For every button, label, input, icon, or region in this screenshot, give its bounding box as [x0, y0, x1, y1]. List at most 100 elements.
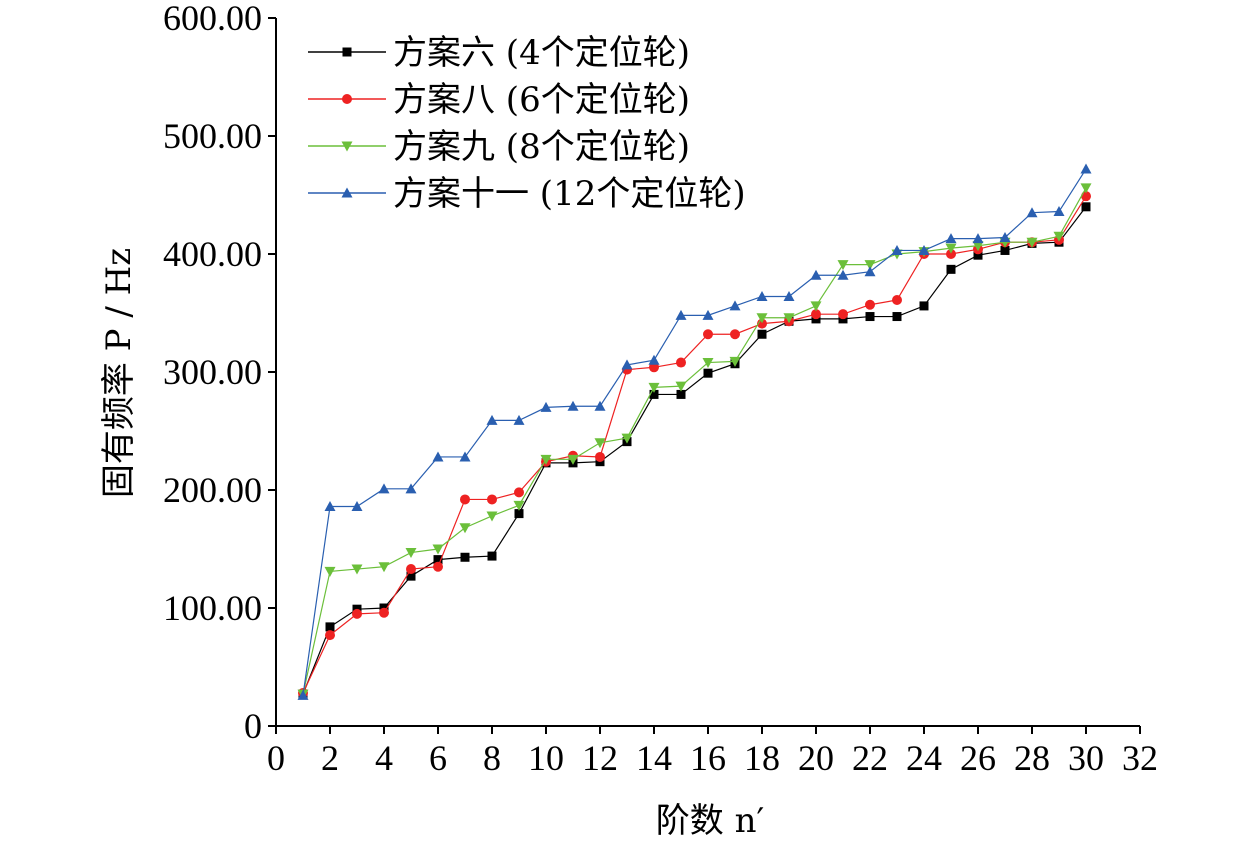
legend-label: 方案十一 (12个定位轮) — [393, 174, 746, 214]
data-point — [324, 566, 336, 577]
data-point — [594, 438, 606, 449]
data-point — [595, 451, 605, 462]
legend: 方案六 (4个定位轮) 方案八 (6个定位轮) 方案九 (8个定位轮) 方案十一 (1… — [308, 33, 746, 214]
data-point — [1053, 206, 1065, 217]
data-point — [621, 359, 633, 370]
data-point — [1080, 183, 1092, 194]
data-point — [703, 329, 713, 340]
x-tick-label: 12 — [582, 738, 618, 778]
data-point — [567, 400, 579, 411]
series-line — [302, 168, 1087, 696]
data-point — [433, 555, 443, 565]
data-point — [460, 494, 470, 505]
data-point — [406, 564, 416, 575]
x-tick-label: 30 — [1068, 738, 1104, 778]
data-point — [459, 451, 471, 462]
x-tick-label: 18 — [744, 738, 780, 778]
y-tick-label: 200.00 — [163, 470, 262, 510]
data-point — [919, 301, 929, 311]
data-point — [972, 233, 984, 244]
data-point — [756, 313, 768, 324]
data-point — [649, 389, 659, 399]
data-point — [729, 300, 741, 311]
legend-item-1: 方案六 (4个定位轮) — [308, 33, 690, 73]
data-point — [379, 607, 389, 618]
series-4 — [297, 163, 1092, 700]
data-point — [756, 290, 768, 301]
legend-marker — [342, 47, 352, 57]
data-point — [999, 231, 1011, 242]
data-point — [514, 509, 524, 519]
data-point — [675, 381, 687, 392]
legend-label: 方案八 (6个定位轮) — [393, 80, 690, 120]
data-point — [702, 309, 714, 320]
data-point — [783, 290, 795, 301]
y-tick-label: 500.00 — [163, 116, 262, 156]
y-tick-label: 600.00 — [163, 0, 262, 38]
data-point — [837, 269, 849, 280]
data-point — [648, 354, 660, 365]
data-point — [757, 329, 767, 339]
data-point — [486, 511, 498, 522]
data-point — [459, 523, 471, 534]
y-tick-label: 0 — [244, 706, 262, 746]
data-point — [297, 689, 309, 700]
data-point — [540, 454, 552, 465]
x-tick-label: 20 — [798, 738, 834, 778]
series-line — [302, 206, 1087, 695]
data-point — [972, 241, 984, 252]
legend-label: 方案六 (4个定位轮) — [393, 33, 690, 73]
data-point — [864, 260, 876, 271]
legend-marker — [341, 141, 353, 152]
data-point — [864, 266, 876, 277]
series-2 — [298, 191, 1091, 698]
data-point — [918, 244, 930, 255]
plot-area — [297, 163, 1092, 700]
data-point — [703, 368, 713, 378]
y-tick-label: 100.00 — [163, 588, 262, 628]
data-point — [783, 313, 795, 324]
x-tick-label: 4 — [375, 738, 393, 778]
data-point — [649, 362, 659, 373]
data-point — [1081, 202, 1091, 212]
data-point — [945, 233, 957, 244]
data-point — [352, 608, 362, 619]
data-point — [487, 551, 497, 561]
data-point — [594, 400, 606, 411]
data-point — [324, 501, 336, 512]
x-tick-label: 14 — [636, 738, 672, 778]
data-point — [865, 312, 875, 322]
x-tick-label: 16 — [690, 738, 726, 778]
data-point — [1026, 207, 1038, 218]
legend-item-3: 方案九 (8个定位轮) — [308, 127, 690, 167]
legend-marker — [342, 94, 352, 104]
data-point — [837, 260, 849, 271]
data-point — [486, 414, 498, 425]
data-point — [1026, 237, 1038, 248]
series-3 — [297, 183, 1092, 700]
x-axis-title: 阶数 n′ — [656, 801, 764, 841]
x-tick-label: 10 — [528, 738, 564, 778]
y-tick-label: 400.00 — [163, 234, 262, 274]
x-tick-label: 22 — [852, 738, 888, 778]
data-point — [621, 433, 633, 444]
data-point — [514, 487, 524, 498]
data-point — [513, 414, 525, 425]
data-point — [513, 500, 525, 511]
x-tick-label: 28 — [1014, 738, 1050, 778]
data-point — [891, 244, 903, 255]
y-axis-title: 固有频率 P / Hz — [99, 248, 139, 498]
data-point — [892, 295, 902, 306]
data-point — [945, 243, 957, 254]
x-tick-label: 24 — [906, 738, 942, 778]
data-point — [432, 451, 444, 462]
data-point — [702, 358, 714, 369]
data-point — [892, 312, 902, 322]
data-point — [567, 454, 579, 465]
x-tick-label: 0 — [267, 738, 285, 778]
data-point — [433, 561, 443, 572]
data-point — [1080, 163, 1092, 174]
x-tick-label: 2 — [321, 738, 339, 778]
x-tick-label: 6 — [429, 738, 447, 778]
